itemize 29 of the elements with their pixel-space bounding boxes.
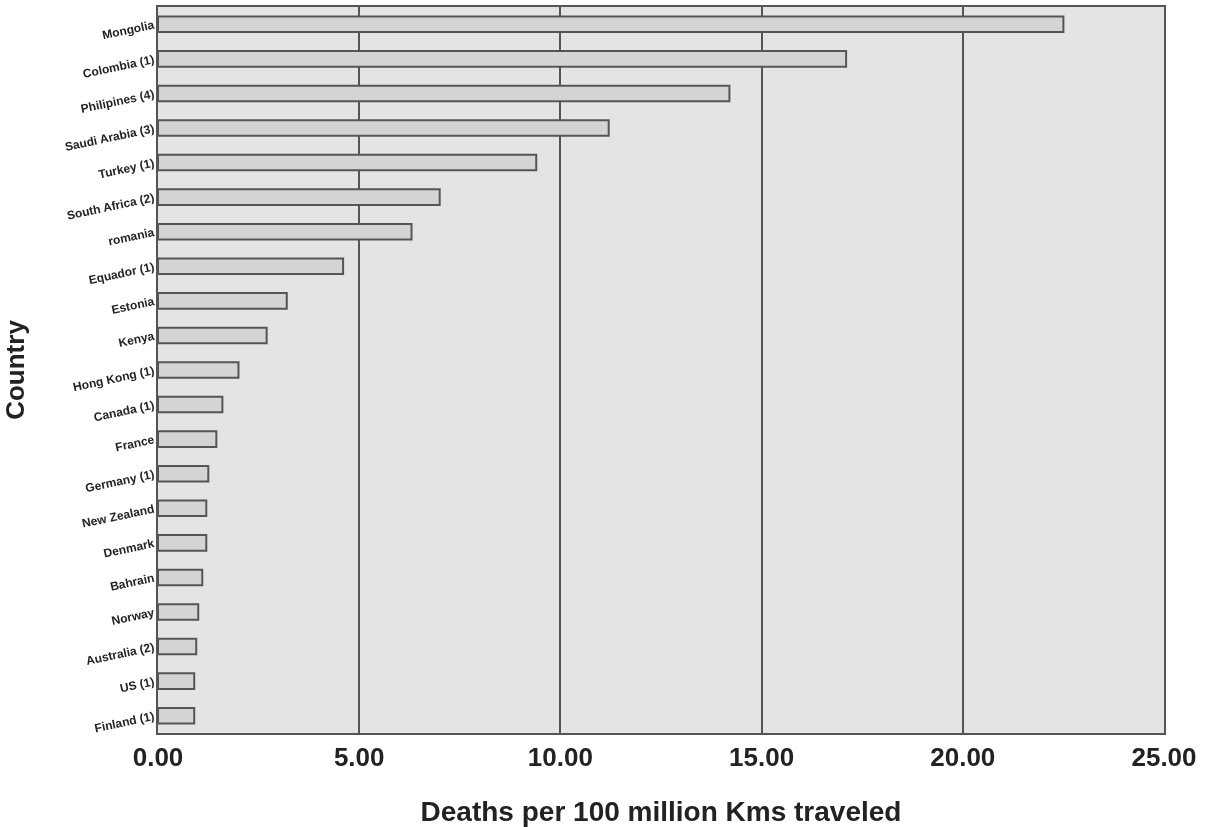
y-tick-label: South Africa (2): [65, 190, 156, 223]
y-tick-label: Mongolia: [101, 17, 156, 43]
y-tick-label: Denmark: [102, 536, 156, 561]
x-axis-title: Deaths per 100 million Kms traveled: [420, 795, 902, 827]
y-tick-label: Germany (1): [84, 467, 156, 496]
y-tick-label: Finland (1): [93, 709, 156, 736]
y-tick-label: Colombia (1): [81, 52, 156, 81]
x-tick-label: 5.00: [333, 742, 385, 773]
y-tick-label: Philipines (4): [79, 86, 156, 116]
y-tick-label: Turkey (1): [97, 155, 156, 182]
y-tick-label: Estonia: [110, 294, 156, 317]
y-tick-label: New Zealand: [80, 501, 156, 531]
y-tick-label: France: [114, 432, 156, 455]
x-tick-label: 10.00: [527, 742, 593, 773]
y-tick-label: Hong Kong (1): [71, 363, 156, 395]
y-tick-label: Equador (1): [87, 259, 156, 288]
y-tick-label: Norway: [110, 605, 156, 629]
x-tick-label: 0.00: [132, 742, 184, 773]
y-tick-label: US (1): [118, 674, 156, 696]
y-tick-label: Kenya: [117, 328, 156, 350]
x-tick-label: 15.00: [729, 742, 795, 773]
y-tick-label: Australia (2): [84, 639, 156, 668]
x-tick-label: 20.00: [930, 742, 996, 773]
y-axis-title: Country: [0, 319, 30, 420]
y-tick-label: Canada (1): [92, 397, 156, 425]
y-tick-label: Bahrain: [108, 570, 156, 594]
y-tick-label: romania: [106, 224, 156, 249]
x-tick-label: 25.00: [1131, 742, 1197, 773]
y-tick-label: Saudi Arabia (3): [63, 121, 156, 154]
